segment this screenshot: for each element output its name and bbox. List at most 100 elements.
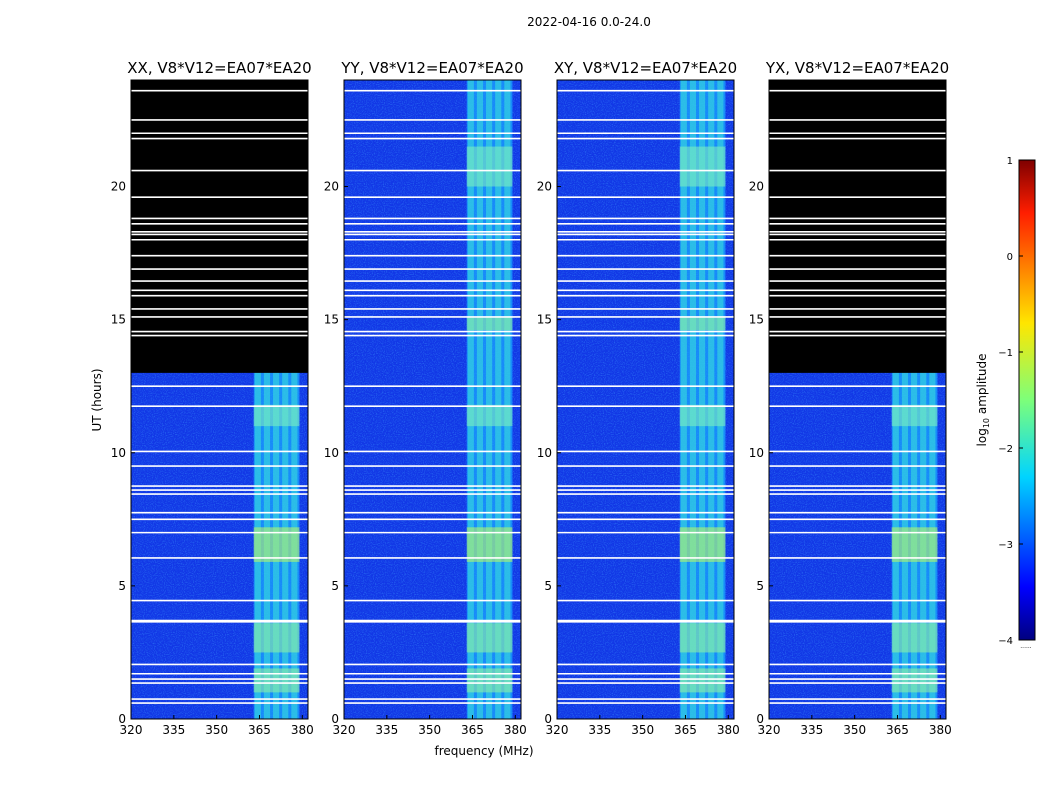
axes-frame bbox=[343, 79, 522, 720]
y-tick-label: 15 bbox=[111, 313, 126, 327]
panel-title: YX, V8*V12=EA07*EA20 bbox=[765, 59, 949, 77]
rfi-patch bbox=[679, 146, 726, 187]
x-tick-label: 320 bbox=[546, 723, 569, 737]
y-tick-label: 5 bbox=[118, 579, 126, 593]
rfi-patch bbox=[466, 316, 513, 331]
rfi-patch bbox=[679, 668, 726, 693]
colorbar-ticks: 1 0 −1 −2 −3 −4 bbox=[998, 156, 1023, 647]
rfi-patch bbox=[253, 668, 300, 693]
rfi-stripe bbox=[689, 80, 697, 719]
colorbar-tick-label: 0 bbox=[1007, 252, 1013, 263]
rfi-stripe bbox=[708, 80, 715, 719]
rfi-patch bbox=[466, 623, 513, 653]
y-tick-label: 0 bbox=[331, 712, 339, 726]
rfi-patch bbox=[466, 668, 513, 693]
panel-title: XY, V8*V12=EA07*EA20 bbox=[554, 59, 737, 77]
rfi-patch bbox=[679, 316, 726, 331]
rfi-patch bbox=[253, 404, 300, 427]
x-tick-label: 320 bbox=[758, 723, 781, 737]
axes-frame bbox=[556, 79, 735, 720]
panel-2: YY, V8*V12=EA07*EA20 320 335 350 365 380 0 5 10 1… bbox=[324, 59, 527, 737]
rfi-stripe bbox=[699, 80, 706, 719]
rfi-stripe bbox=[920, 80, 927, 719]
x-tick-label: 380 bbox=[291, 723, 314, 737]
figure-suptitle: 2022-04-16 0.0-24.0 bbox=[527, 15, 651, 29]
rfi-patch bbox=[679, 404, 726, 427]
blanked-region bbox=[131, 80, 308, 373]
rfi-patch bbox=[891, 404, 938, 427]
x-tick-label: 365 bbox=[886, 723, 909, 737]
rfi-stripe bbox=[901, 80, 909, 719]
y-tick-label: 10 bbox=[537, 446, 552, 460]
colorbar-tick-label: −4 bbox=[998, 636, 1013, 647]
heatmap-panels: XX, V8*V12=EA07*EA20 320 335 350 365 380 0 5 10 1… bbox=[111, 59, 952, 737]
rfi-stripe bbox=[254, 80, 261, 719]
panel-1: XX, V8*V12=EA07*EA20 320 335 350 365 380 0 5 10 1… bbox=[111, 59, 314, 737]
y-tick-label: 20 bbox=[749, 180, 764, 194]
colorbar-gradient bbox=[1018, 159, 1036, 641]
colorbar: 10−1−2−3−4 log10 amplitude ...... bbox=[975, 156, 1036, 650]
x-tick-label: 365 bbox=[248, 723, 271, 737]
y-tick-label: 0 bbox=[756, 712, 764, 726]
rfi-stripe bbox=[504, 80, 511, 719]
x-tick-label: 350 bbox=[843, 723, 866, 737]
x-tick-label: 350 bbox=[631, 723, 654, 737]
rfi-stripe bbox=[486, 80, 493, 719]
x-tick-label: 320 bbox=[333, 723, 356, 737]
x-tick-label: 380 bbox=[929, 723, 952, 737]
colorbar-footnote: ...... bbox=[1020, 643, 1032, 650]
colorbar-label-subscript: 10 bbox=[982, 418, 991, 428]
rfi-patch bbox=[679, 623, 726, 653]
panel-title: YY, V8*V12=EA07*EA20 bbox=[340, 59, 523, 77]
y-tick-label: 5 bbox=[331, 579, 339, 593]
axes-frame bbox=[768, 79, 947, 720]
rfi-stripe bbox=[273, 80, 280, 719]
rfi-stripe bbox=[476, 80, 484, 719]
blanked-region bbox=[769, 80, 946, 373]
panel-title: XX, V8*V12=EA07*EA20 bbox=[127, 59, 311, 77]
x-tick-label: 335 bbox=[375, 723, 398, 737]
colorbar-label: log10 amplitude bbox=[975, 354, 991, 447]
x-tick-label: 350 bbox=[205, 723, 228, 737]
rfi-patch bbox=[466, 404, 513, 427]
x-tick-label: 335 bbox=[588, 723, 611, 737]
rfi-patch bbox=[253, 623, 300, 653]
y-tick-label: 0 bbox=[544, 712, 552, 726]
x-tick-label: 380 bbox=[504, 723, 527, 737]
y-tick-label: 20 bbox=[537, 180, 552, 194]
y-tick-label: 20 bbox=[324, 180, 339, 194]
axes-frame bbox=[130, 79, 309, 720]
y-tick-label: 10 bbox=[111, 446, 126, 460]
y-tick-label: 10 bbox=[749, 446, 764, 460]
x-tick-label: 365 bbox=[461, 723, 484, 737]
rfi-stripe bbox=[282, 80, 289, 719]
panel-3: XY, V8*V12=EA07*EA20 320 335 350 365 380 0 5 10 1… bbox=[537, 59, 740, 737]
y-tick-label: 5 bbox=[756, 579, 764, 593]
x-tick-label: 335 bbox=[800, 723, 823, 737]
y-axis-label: UT (hours) bbox=[90, 368, 104, 431]
x-tick-label: 335 bbox=[162, 723, 185, 737]
y-tick-label: 15 bbox=[537, 313, 552, 327]
colorbar-tick-label: −1 bbox=[998, 348, 1013, 359]
y-tick-label: 0 bbox=[118, 712, 126, 726]
colorbar-tick-label: −3 bbox=[998, 540, 1013, 551]
panel-4: YX, V8*V12=EA07*EA20 320 335 350 365 380 0 5 10 1… bbox=[749, 59, 952, 737]
rfi-stripe bbox=[892, 80, 899, 719]
rfi-patch bbox=[891, 668, 938, 693]
colorbar-tick-label: −2 bbox=[998, 444, 1013, 455]
rfi-stripe bbox=[467, 80, 474, 719]
x-tick-label: 350 bbox=[418, 723, 441, 737]
x-tick-label: 380 bbox=[717, 723, 740, 737]
rfi-stripe bbox=[929, 80, 936, 719]
rfi-stripe bbox=[717, 80, 724, 719]
rfi-patch bbox=[466, 146, 513, 187]
rfi-stripe bbox=[911, 80, 918, 719]
y-tick-label: 20 bbox=[111, 180, 126, 194]
y-tick-label: 5 bbox=[544, 579, 552, 593]
colorbar-tick-label: 1 bbox=[1007, 156, 1013, 167]
rfi-stripe bbox=[680, 80, 687, 719]
y-tick-label: 15 bbox=[324, 313, 339, 327]
rfi-patch bbox=[891, 623, 938, 653]
rfi-stripe bbox=[263, 80, 271, 719]
